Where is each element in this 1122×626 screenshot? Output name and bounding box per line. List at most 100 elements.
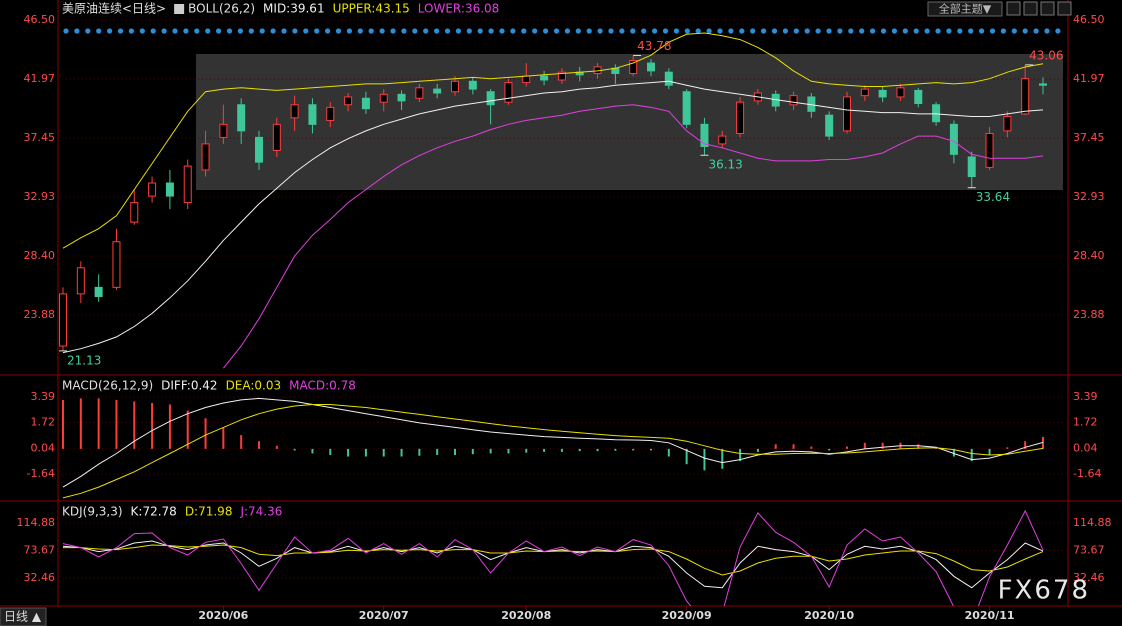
event-dot xyxy=(1011,28,1017,34)
event-dot xyxy=(586,28,592,34)
period-tab-box[interactable] xyxy=(0,607,47,626)
legend-entry: UPPER:43.15 xyxy=(333,2,410,16)
event-dot xyxy=(870,28,876,34)
event-dot xyxy=(477,28,483,34)
event-dot xyxy=(782,28,789,34)
event-dot xyxy=(292,28,298,34)
event-dot xyxy=(74,28,80,34)
event-dot xyxy=(314,28,320,34)
event-dot xyxy=(630,28,636,34)
toolbar: 全部主题▼ xyxy=(927,1,1072,17)
icon-button[interactable] xyxy=(1040,1,1055,16)
event-dot xyxy=(248,28,254,34)
icon-button[interactable] xyxy=(1057,1,1072,16)
candle-body xyxy=(557,71,566,81)
event-dot xyxy=(771,28,778,34)
y-tick-label: 46.50 xyxy=(1073,13,1105,26)
y-tick-label: 23.88 xyxy=(1073,308,1105,321)
event-dot xyxy=(575,28,581,34)
y-tick-label: 1.72 xyxy=(31,416,56,429)
event-dot xyxy=(107,28,113,34)
candle-body xyxy=(290,104,299,119)
legend-entry: DEA:0.03 xyxy=(226,379,282,393)
indicator-name: MACD(26,12,9) xyxy=(62,379,153,393)
y-tick-label: 0.04 xyxy=(31,441,56,454)
event-dot xyxy=(172,28,178,34)
event-dot xyxy=(641,28,647,34)
event-dot xyxy=(423,28,429,34)
candle-body xyxy=(112,241,121,288)
event-dot xyxy=(1000,28,1007,34)
icon-button[interactable] xyxy=(1006,1,1021,16)
event-dot xyxy=(728,28,734,34)
legend-icon xyxy=(174,4,185,14)
y-tick-label: 0.04 xyxy=(1073,441,1098,454)
candle-body xyxy=(76,267,85,295)
event-dot xyxy=(379,28,385,34)
candle-body xyxy=(344,96,353,106)
candle-body xyxy=(540,75,549,81)
event-dot xyxy=(357,28,363,34)
event-dot xyxy=(684,28,690,34)
event-dot xyxy=(815,28,821,34)
event-dot xyxy=(521,28,527,34)
event-dot xyxy=(161,28,167,34)
event-dot xyxy=(902,28,908,34)
candle-body xyxy=(433,88,442,94)
event-dot xyxy=(695,28,701,34)
y-tick-label: 3.39 xyxy=(31,390,56,403)
candle-body xyxy=(272,123,281,151)
event-dot xyxy=(532,28,538,34)
y-tick-label: -1.64 xyxy=(1073,467,1101,480)
candle-body xyxy=(219,123,228,138)
icon-button[interactable] xyxy=(1023,1,1038,16)
event-dot xyxy=(368,28,374,34)
event-dot xyxy=(750,28,756,34)
indicator-line xyxy=(62,509,1044,606)
candle-body xyxy=(130,202,139,223)
candle-body xyxy=(201,143,210,171)
y-tick-label: 32.93 xyxy=(24,190,56,203)
event-dot xyxy=(466,28,472,34)
event-dot xyxy=(226,28,233,34)
event-dot xyxy=(989,28,996,34)
candle-body xyxy=(165,182,174,197)
event-dot xyxy=(652,28,658,34)
x-tick-label: 2020/11 xyxy=(965,609,1015,622)
candle-body xyxy=(825,114,834,137)
candle-body xyxy=(896,87,905,98)
event-dot xyxy=(444,28,451,34)
candle-body xyxy=(486,91,495,106)
indicator-line xyxy=(62,397,1044,488)
y-tick-label: 37.45 xyxy=(24,131,56,144)
candle-body xyxy=(789,95,798,106)
period-tab[interactable]: 日线 ▲ xyxy=(4,610,42,624)
candle-body xyxy=(878,89,887,98)
event-dot xyxy=(128,28,134,34)
indicator-line xyxy=(62,540,1044,589)
x-tick-label: 2020/06 xyxy=(198,609,248,622)
event-dot xyxy=(510,28,516,34)
event-dot xyxy=(826,28,832,34)
candle-body xyxy=(682,91,691,125)
event-dot xyxy=(804,28,810,34)
event-dot xyxy=(880,28,887,34)
theme-menu-box[interactable] xyxy=(927,1,1003,17)
candle-body xyxy=(718,135,727,145)
candle-body xyxy=(843,96,851,132)
event-dot xyxy=(346,28,352,34)
event-dot xyxy=(662,28,669,34)
y-tick-label: 3.39 xyxy=(1073,390,1098,403)
event-dot xyxy=(488,28,494,34)
legend-entry: K:72.78 xyxy=(131,505,177,519)
candle-body xyxy=(736,101,745,134)
candle-body xyxy=(949,123,958,155)
event-dot xyxy=(412,28,418,34)
extreme-label: 36.13 xyxy=(708,158,742,172)
candle-body xyxy=(860,88,869,97)
event-dot xyxy=(194,28,200,34)
theme-menu[interactable]: 全部主题▼ xyxy=(939,2,992,16)
event-dot xyxy=(270,28,276,34)
